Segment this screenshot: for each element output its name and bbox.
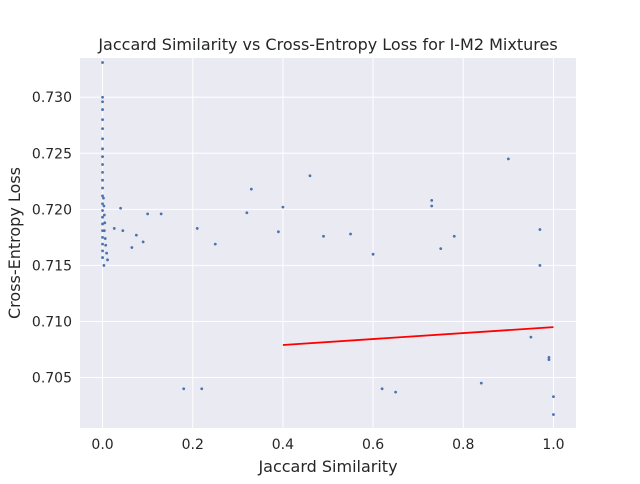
data-point <box>101 222 104 226</box>
data-point <box>439 247 443 251</box>
data-point <box>249 187 253 191</box>
data-point <box>101 178 104 182</box>
data-point <box>101 155 104 159</box>
trend-line <box>282 326 554 346</box>
data-point <box>213 242 217 246</box>
x-tick-label: 0.0 <box>91 437 113 453</box>
data-point <box>101 202 104 206</box>
data-point <box>101 163 104 166</box>
y-tick-label: 0.715 <box>32 258 72 274</box>
data-point <box>529 335 533 339</box>
data-point <box>102 264 106 267</box>
chart-title: Jaccard Similarity vs Cross-Entropy Loss… <box>97 35 557 54</box>
data-point <box>102 213 106 217</box>
data-point <box>101 137 104 141</box>
data-point <box>101 118 104 122</box>
data-point <box>281 205 285 209</box>
y-tick-label: 0.730 <box>32 90 72 106</box>
data-point <box>277 230 280 234</box>
data-point <box>101 215 104 219</box>
data-point <box>371 252 375 256</box>
data-point <box>102 229 106 233</box>
data-point <box>452 234 456 238</box>
data-point <box>102 196 105 200</box>
data-point <box>159 212 163 216</box>
grid <box>80 58 576 428</box>
data-points <box>101 61 555 416</box>
data-point <box>121 229 125 233</box>
data-point <box>380 387 384 391</box>
data-point <box>101 127 104 131</box>
data-point <box>195 227 199 230</box>
data-point <box>182 387 186 391</box>
data-point <box>349 232 352 236</box>
data-point <box>101 147 104 151</box>
data-point <box>101 235 104 239</box>
data-point <box>101 194 104 198</box>
y-tick-label: 0.725 <box>32 146 72 162</box>
data-point <box>547 358 551 362</box>
data-point <box>322 234 325 238</box>
plot-area <box>80 58 576 428</box>
data-point <box>479 381 483 385</box>
data-point <box>130 246 134 249</box>
data-point <box>430 198 434 202</box>
data-point <box>141 240 145 244</box>
data-point <box>101 108 104 111</box>
data-point <box>106 258 109 262</box>
data-point <box>104 243 108 247</box>
x-tick-label: 0.8 <box>452 437 474 453</box>
data-point <box>245 211 249 215</box>
data-point <box>101 95 104 99</box>
data-point <box>200 387 204 391</box>
data-point <box>101 61 104 64</box>
data-point <box>538 228 542 231</box>
data-point <box>552 413 555 416</box>
tick-labels: 0.0 0.2 0.4 0.6 0.8 1.0 0.705 0.710 0.715 0.720 0.… <box>32 90 565 453</box>
data-point <box>430 204 434 208</box>
x-tick-label: 0.2 <box>182 437 204 453</box>
data-point <box>506 157 510 161</box>
data-point <box>547 355 551 359</box>
data-point <box>538 264 542 267</box>
data-point <box>101 100 104 104</box>
data-point <box>394 390 398 394</box>
y-tick-label: 0.710 <box>32 314 72 330</box>
data-point <box>119 206 122 210</box>
x-tick-label: 0.6 <box>362 437 384 453</box>
x-tick-label: 1.0 <box>542 437 564 453</box>
x-axis-label: Jaccard Similarity <box>257 457 397 476</box>
data-point <box>308 174 312 178</box>
data-point <box>103 221 107 225</box>
data-point <box>101 242 104 246</box>
trend-line-group <box>282 326 554 346</box>
y-tick-label: 0.705 <box>32 371 72 387</box>
data-point <box>102 204 106 208</box>
y-tick-label: 0.720 <box>32 202 72 218</box>
data-point <box>146 212 150 216</box>
data-point <box>101 209 104 212</box>
data-point <box>112 227 116 230</box>
data-point <box>103 237 107 240</box>
data-point <box>101 170 104 174</box>
data-point <box>552 395 555 399</box>
data-point <box>101 249 104 253</box>
x-tick-label: 0.4 <box>272 437 294 453</box>
data-point <box>101 186 104 190</box>
data-point <box>101 256 104 259</box>
data-point <box>134 233 138 237</box>
y-axis-label: Cross-Entropy Loss <box>5 167 24 319</box>
data-point <box>105 251 109 255</box>
